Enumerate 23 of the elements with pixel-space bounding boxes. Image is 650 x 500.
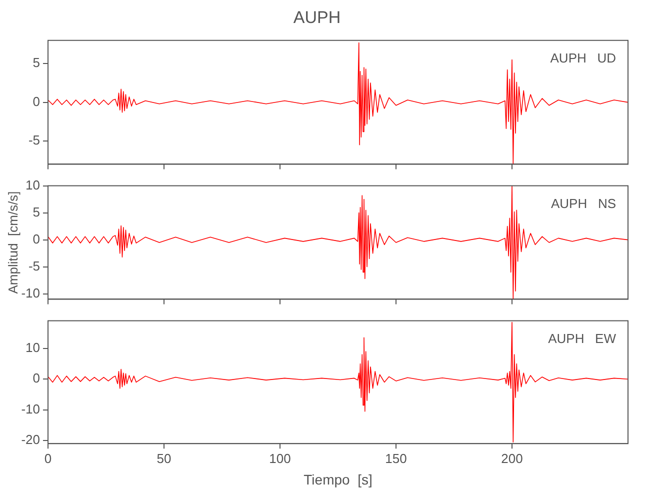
x-tick-label: 200 — [501, 450, 523, 466]
y-tick-label: 0 — [32, 370, 40, 386]
y-tick-label: -10 — [21, 285, 40, 300]
y-tick-label: 5 — [32, 204, 40, 220]
x-tick-label: 100 — [269, 450, 291, 466]
y-tick-label: -20 — [21, 432, 40, 448]
y-tick-label: 10 — [26, 340, 40, 356]
y-tick-label: 5 — [32, 55, 40, 70]
chart-title: AUPH — [293, 8, 341, 27]
annotation: AUPH UD — [550, 50, 616, 66]
y-tick-label: 0 — [32, 94, 40, 109]
annotation: AUPH EW — [548, 330, 617, 346]
y-tick-label: -5 — [28, 132, 40, 148]
x-axis-title: Tiempo [s] — [304, 471, 372, 488]
annotation: AUPH NS — [550, 196, 616, 211]
y-tick-label: -5 — [28, 258, 40, 274]
y-axis-title: Amplitud [cm/s/s] — [5, 191, 20, 294]
x-tick-label: 0 — [44, 450, 52, 466]
x-tick-label: 150 — [385, 450, 407, 466]
y-tick-label: -10 — [21, 401, 40, 416]
y-tick-label: 10 — [26, 177, 40, 192]
x-tick-label: 50 — [156, 450, 172, 466]
y-tick-label: 0 — [32, 231, 40, 246]
